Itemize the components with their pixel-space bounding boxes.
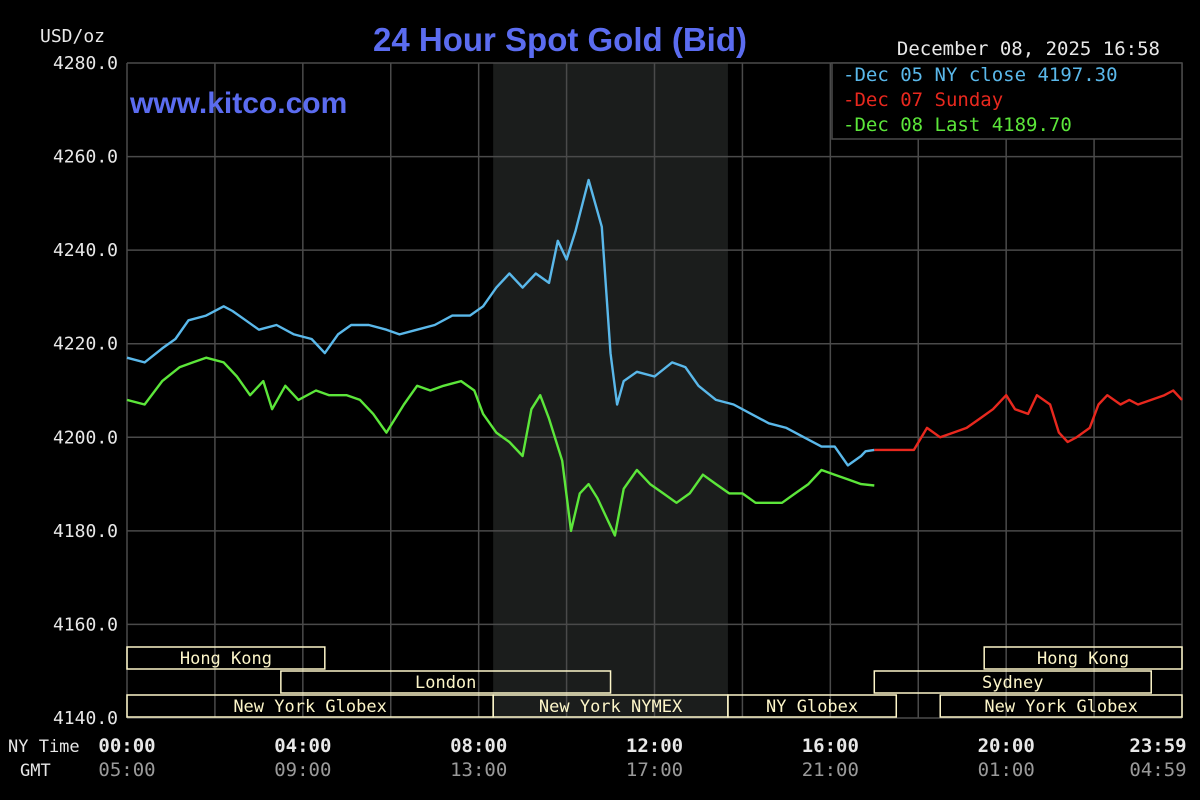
y-tick-label: 4200.0 <box>53 427 118 448</box>
y-tick-label: 4220.0 <box>53 334 118 355</box>
x-tick-label-gmt: 04:59 <box>1129 759 1186 781</box>
x-axis-label-gmt: GMT <box>20 761 51 781</box>
y-axis-ticks: 4280.0 4260.0 4240.0 4220.0 4200.0 4180.0 4160… <box>53 53 118 729</box>
session-label: NY Globex <box>766 697 858 717</box>
x-tick-label-gmt: 17:00 <box>626 759 683 781</box>
nymex-shaded-region <box>493 63 728 718</box>
session-label: New York Globex <box>984 697 1138 717</box>
session-label: London <box>415 673 476 693</box>
x-tick-label-ny: 00:00 <box>98 735 155 757</box>
x-tick-label-ny: 12:00 <box>626 735 683 757</box>
session-bar <box>727 694 898 718</box>
session-bar <box>280 670 612 694</box>
y-tick-label: 4260.0 <box>53 147 118 168</box>
chart-title: 24 Hour Spot Gold (Bid) <box>373 21 747 58</box>
price-series <box>126 178 1183 537</box>
x-tick-label-gmt: 13:00 <box>450 759 507 781</box>
x-tick-label-ny: 08:00 <box>450 735 507 757</box>
watermark: www.kitco.com <box>129 87 347 120</box>
y-tick-label: 4140.0 <box>53 708 118 729</box>
x-axis-label-ny: NY Time <box>8 737 80 757</box>
legend-box <box>831 62 1183 140</box>
x-tick-label-gmt: 05:00 <box>98 759 155 781</box>
trading-sessions: Hong Kong London New York Globex New York N… <box>126 646 1183 718</box>
x-tick-label-ny: 16:00 <box>802 735 859 757</box>
session-bar <box>126 646 326 670</box>
y-tick-label: 4240.0 <box>53 240 118 261</box>
session-label: Sydney <box>982 673 1043 693</box>
session-bar <box>983 646 1183 670</box>
x-tick-label-ny: 04:00 <box>274 735 331 757</box>
x-tick-label-ny: 23:59 <box>1129 735 1186 757</box>
x-tick-label-gmt: 01:00 <box>978 759 1035 781</box>
legend-entry: -Dec 05 NY close 4197.30 <box>843 64 1118 86</box>
session-bar <box>939 694 1183 718</box>
session-bar <box>873 670 1152 694</box>
y-axis-label: USD/oz <box>40 26 105 47</box>
legend-entry: -Dec 08 Last 4189.70 <box>843 114 1072 136</box>
session-label: Hong Kong <box>180 649 272 669</box>
x-tick-label-gmt: 09:00 <box>274 759 331 781</box>
session-label: New York NYMEX <box>539 697 683 717</box>
timestamp: December 08, 2025 16:58 <box>897 38 1160 60</box>
series-line-0 <box>126 178 875 467</box>
y-tick-label: 4180.0 <box>53 521 118 542</box>
session-label: New York Globex <box>233 697 387 717</box>
legend-entry: -Dec 07 Sunday <box>843 89 1003 111</box>
x-tick-label-gmt: 21:00 <box>802 759 859 781</box>
y-tick-label: 4280.0 <box>53 53 118 74</box>
series-line-2 <box>126 356 875 537</box>
y-tick-label: 4160.0 <box>53 614 118 635</box>
x-tick-label-ny: 20:00 <box>978 735 1035 757</box>
series-line-1 <box>874 389 1183 452</box>
legend: -Dec 05 NY close 4197.30 -Dec 07 Sunday -D… <box>831 62 1183 140</box>
session-label: Hong Kong <box>1037 649 1129 669</box>
grid-lines <box>126 62 1183 719</box>
